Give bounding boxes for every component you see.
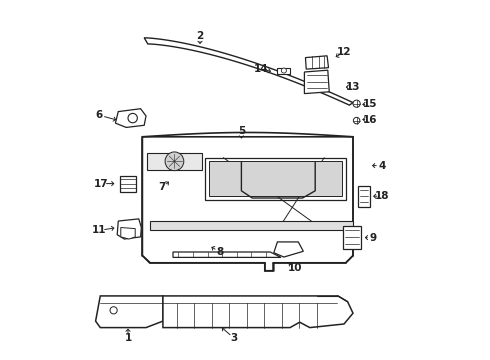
Text: 15: 15: [363, 99, 377, 109]
Polygon shape: [305, 56, 328, 69]
Polygon shape: [205, 158, 346, 200]
Text: 14: 14: [254, 64, 269, 74]
Text: 2: 2: [196, 31, 204, 41]
Text: 5: 5: [238, 126, 245, 136]
Circle shape: [353, 117, 360, 124]
Polygon shape: [343, 226, 361, 249]
Polygon shape: [96, 296, 163, 328]
Text: 3: 3: [231, 333, 238, 343]
Text: 1: 1: [124, 333, 132, 343]
Text: 12: 12: [337, 47, 351, 57]
Polygon shape: [150, 221, 353, 230]
Polygon shape: [173, 252, 281, 257]
Polygon shape: [117, 219, 141, 239]
Text: 16: 16: [363, 114, 377, 125]
Polygon shape: [120, 176, 136, 192]
Text: 17: 17: [94, 179, 108, 189]
Polygon shape: [121, 228, 135, 239]
Polygon shape: [116, 109, 146, 127]
Text: 11: 11: [92, 225, 106, 235]
Polygon shape: [274, 242, 303, 257]
Circle shape: [281, 68, 286, 73]
Polygon shape: [147, 153, 202, 170]
Polygon shape: [209, 161, 342, 196]
Text: 7: 7: [158, 182, 166, 192]
Text: 18: 18: [375, 191, 390, 201]
Polygon shape: [163, 296, 353, 328]
Text: 9: 9: [369, 233, 376, 243]
Text: 6: 6: [96, 110, 103, 120]
Polygon shape: [144, 38, 353, 105]
Polygon shape: [304, 70, 329, 94]
Circle shape: [353, 100, 360, 107]
Text: 4: 4: [378, 161, 386, 171]
Polygon shape: [358, 186, 370, 207]
Circle shape: [165, 152, 184, 171]
Text: 8: 8: [216, 247, 223, 257]
Polygon shape: [143, 137, 353, 271]
Polygon shape: [277, 68, 290, 74]
Circle shape: [128, 113, 137, 123]
Circle shape: [110, 307, 117, 314]
Text: 13: 13: [346, 82, 360, 92]
Text: 10: 10: [288, 263, 303, 273]
